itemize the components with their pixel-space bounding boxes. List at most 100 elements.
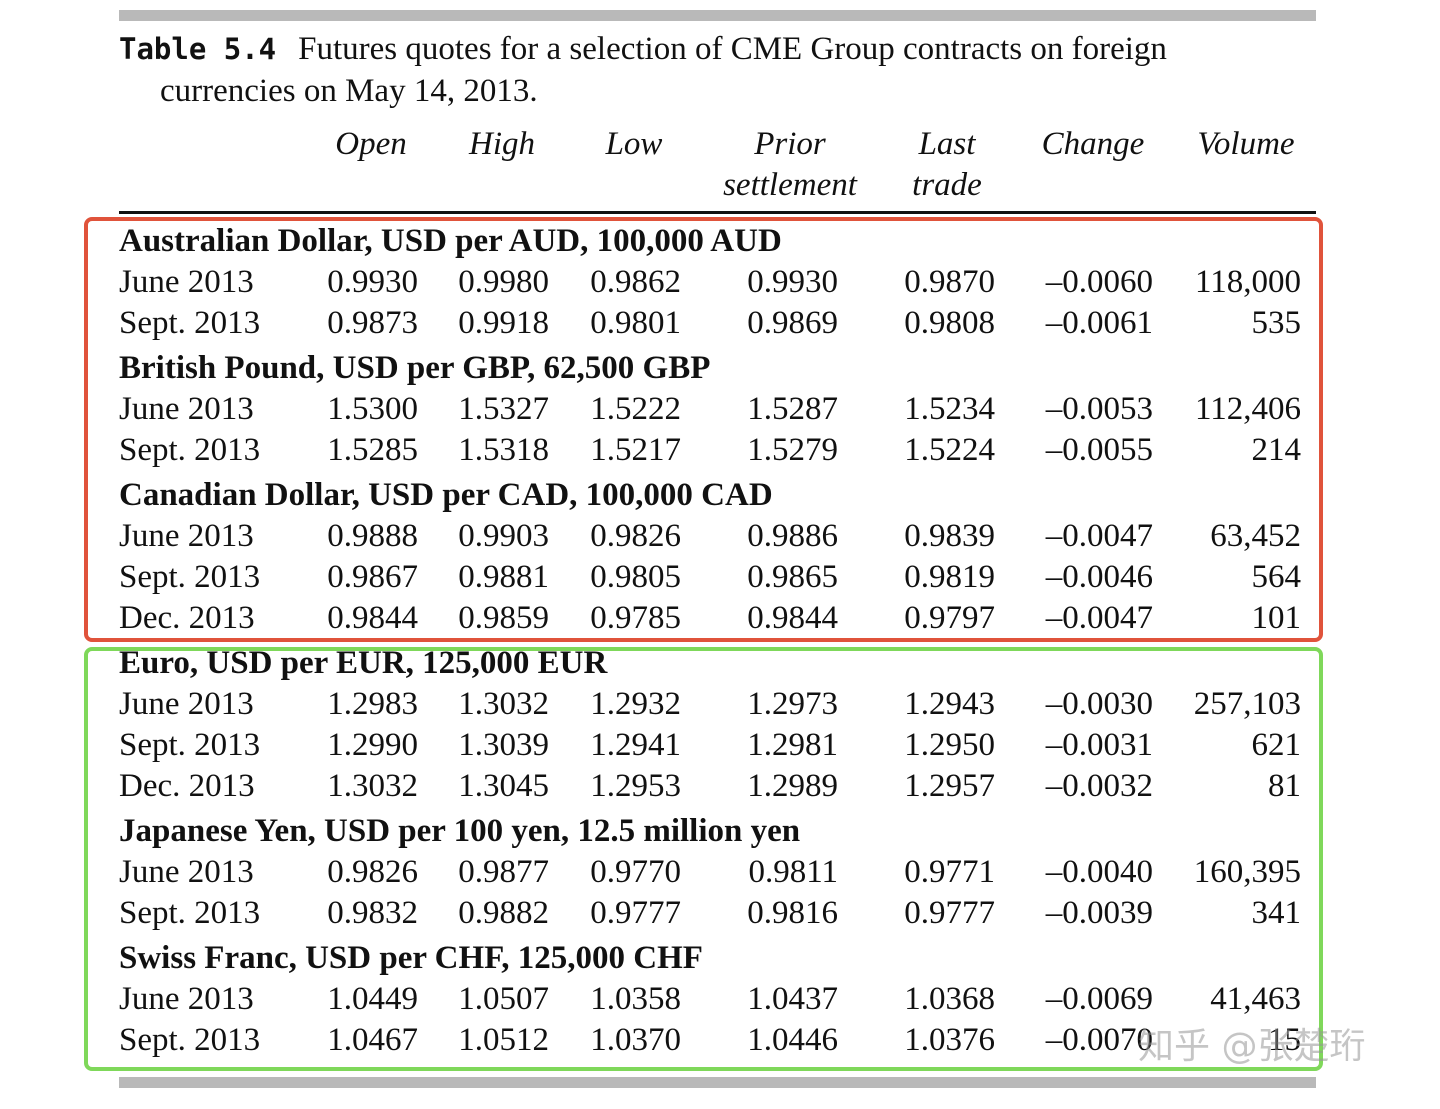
cell-low: 1.5217 (590, 432, 681, 468)
cell-change: –0.0032 (1045, 768, 1153, 804)
header-high: High (469, 126, 535, 162)
header-last-trade: trade (912, 167, 982, 203)
caption-text-1: Futures quotes for a selection of CME Gr… (298, 31, 1167, 67)
cell-last: 0.9808 (904, 305, 995, 341)
cell-last: 0.9771 (904, 854, 995, 890)
table-row: June 2013 0.9888 0.9903 0.9826 0.9886 0.… (0, 516, 1440, 557)
table-row: Sept. 2013 1.0467 1.0512 1.0370 1.0446 1… (0, 1020, 1440, 1061)
cell-month: Sept. 2013 (119, 432, 261, 468)
cell-change: –0.0046 (1045, 559, 1153, 595)
cell-low: 1.2941 (590, 727, 681, 763)
cell-prior: 1.2989 (747, 768, 838, 804)
table-row: June 2013 1.5300 1.5327 1.5222 1.5287 1.… (0, 389, 1440, 430)
group-title-eur: Euro, USD per EUR, 125,000 EUR (119, 645, 608, 681)
cell-change: –0.0069 (1045, 981, 1153, 1017)
cell-low: 0.9862 (590, 264, 681, 300)
cell-prior: 0.9869 (747, 305, 838, 341)
cell-last: 1.0368 (904, 981, 995, 1017)
table-row: Sept. 2013 1.5285 1.5318 1.5217 1.5279 1… (0, 430, 1440, 471)
cell-prior: 1.0437 (747, 981, 838, 1017)
cell-prior: 1.5287 (747, 391, 838, 427)
watermark-text: 知乎 @张楚珩 (1138, 1026, 1366, 1067)
cell-month: June 2013 (119, 854, 254, 890)
cell-volume: 214 (1251, 432, 1302, 468)
cell-last: 0.9870 (904, 264, 995, 300)
table-row: Dec. 2013 1.3032 1.3045 1.2953 1.2989 1.… (0, 766, 1440, 807)
cell-open: 0.9873 (327, 305, 418, 341)
cell-high: 0.9859 (458, 600, 549, 636)
cell-volume: 63,452 (1210, 518, 1301, 554)
group-title-aud: Australian Dollar, USD per AUD, 100,000 … (119, 223, 782, 259)
cell-open: 1.2983 (327, 686, 418, 722)
cell-open: 0.9844 (327, 600, 418, 636)
cell-volume: 621 (1251, 727, 1302, 763)
cell-high: 1.3039 (458, 727, 549, 763)
cell-prior: 0.9930 (747, 264, 838, 300)
cell-high: 1.3032 (458, 686, 549, 722)
cell-low: 1.2932 (590, 686, 681, 722)
cell-low: 0.9777 (590, 895, 681, 931)
cell-prior: 1.5279 (747, 432, 838, 468)
cell-last: 1.5224 (904, 432, 995, 468)
caption-line-1: Table 5.4 Futures quotes for a selection … (119, 28, 1314, 70)
table-row: Dec. 2013 0.9844 0.9859 0.9785 0.9844 0.… (0, 598, 1440, 639)
table-row: June 2013 0.9826 0.9877 0.9770 0.9811 0.… (0, 852, 1440, 893)
cell-last: 0.9839 (904, 518, 995, 554)
cell-open: 0.9888 (327, 518, 418, 554)
cell-open: 0.9930 (327, 264, 418, 300)
cell-open: 1.0449 (327, 981, 418, 1017)
cell-month: June 2013 (119, 518, 254, 554)
header-open: Open (335, 126, 407, 162)
cell-change: –0.0040 (1045, 854, 1153, 890)
cell-prior: 1.2973 (747, 686, 838, 722)
cell-volume: 160,395 (1193, 854, 1301, 890)
highlight-box-red (84, 217, 1323, 642)
cell-open: 1.0467 (327, 1022, 418, 1058)
cell-open: 0.9826 (327, 854, 418, 890)
cell-month: June 2013 (119, 264, 254, 300)
cell-volume: 112,406 (1194, 391, 1301, 427)
cell-low: 0.9801 (590, 305, 681, 341)
cell-change: –0.0070 (1045, 1022, 1153, 1058)
group-title-jpy: Japanese Yen, USD per 100 yen, 12.5 mill… (119, 813, 801, 849)
cell-change: –0.0053 (1045, 391, 1153, 427)
cell-month: Dec. 2013 (119, 600, 255, 636)
header-low: Low (605, 126, 663, 162)
cell-prior: 1.0446 (747, 1022, 838, 1058)
cell-month: Sept. 2013 (119, 559, 261, 595)
header-last: Last (918, 126, 976, 162)
cell-change: –0.0039 (1045, 895, 1153, 931)
cell-prior: 0.9865 (747, 559, 838, 595)
table-row: Sept. 2013 0.9873 0.9918 0.9801 0.9869 0… (0, 303, 1440, 344)
cell-high: 1.5318 (458, 432, 549, 468)
table-row: Sept. 2013 0.9867 0.9881 0.9805 0.9865 0… (0, 557, 1440, 598)
cell-high: 0.9918 (458, 305, 549, 341)
cell-last: 0.9819 (904, 559, 995, 595)
cell-last: 1.2957 (904, 768, 995, 804)
cell-high: 1.0507 (458, 981, 549, 1017)
cell-volume: 81 (1268, 768, 1301, 804)
table-row: Sept. 2013 0.9832 0.9882 0.9777 0.9816 0… (0, 893, 1440, 934)
highlight-box-green (84, 647, 1323, 1071)
cell-prior: 0.9844 (747, 600, 838, 636)
cell-high: 0.9980 (458, 264, 549, 300)
cell-volume: 41,463 (1210, 981, 1301, 1017)
cell-high: 0.9877 (458, 854, 549, 890)
cell-high: 0.9903 (458, 518, 549, 554)
cell-month: Sept. 2013 (119, 1022, 261, 1058)
cell-change: –0.0055 (1045, 432, 1153, 468)
header-rule (119, 211, 1316, 214)
cell-open: 1.3032 (327, 768, 418, 804)
cell-prior: 1.2981 (747, 727, 838, 763)
cell-change: –0.0047 (1045, 600, 1153, 636)
group-title-gbp: British Pound, USD per GBP, 62,500 GBP (119, 350, 711, 386)
cell-volume: 257,103 (1193, 686, 1301, 722)
cell-volume: 15 (1268, 1022, 1301, 1058)
cell-month: Sept. 2013 (119, 895, 261, 931)
cell-last: 1.2950 (904, 727, 995, 763)
cell-month: Sept. 2013 (119, 305, 261, 341)
cell-month: June 2013 (119, 981, 254, 1017)
cell-last: 1.2943 (904, 686, 995, 722)
table-row: Sept. 2013 1.2990 1.3039 1.2941 1.2981 1… (0, 725, 1440, 766)
cell-low: 1.0370 (590, 1022, 681, 1058)
